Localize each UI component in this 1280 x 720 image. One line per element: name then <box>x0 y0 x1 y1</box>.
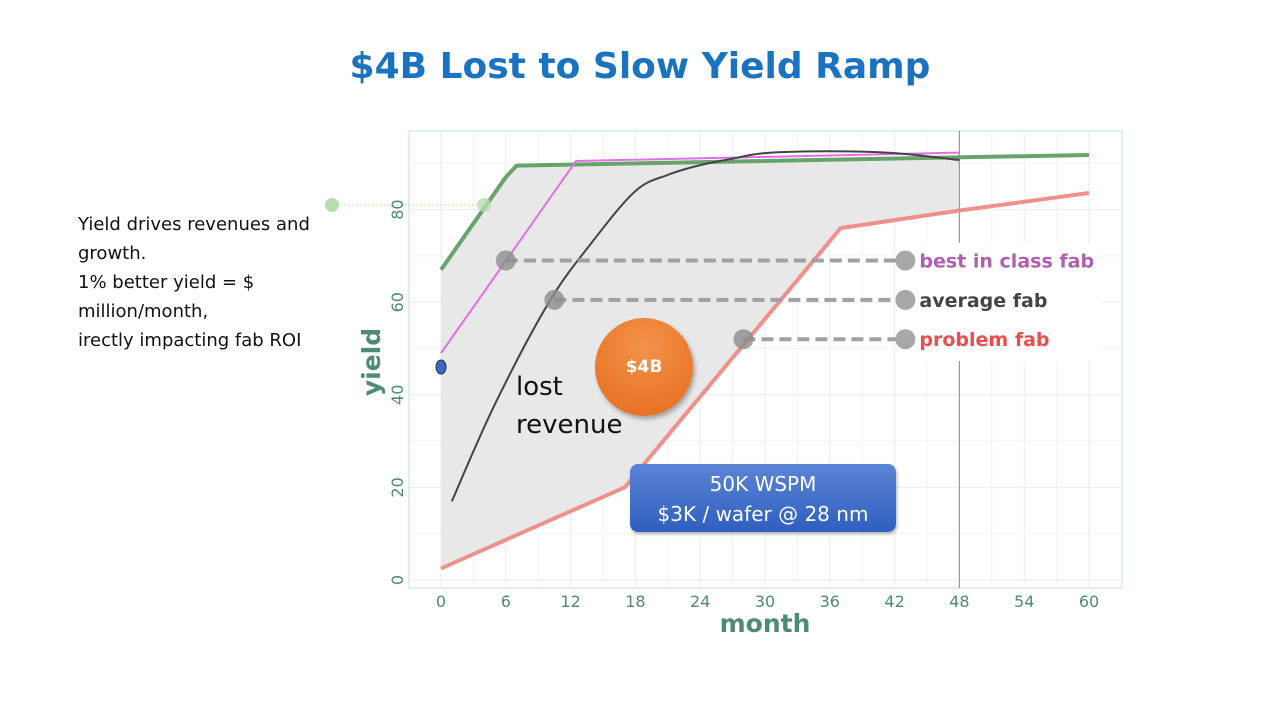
lost-revenue-line: revenue <box>516 410 623 440</box>
x-tick-label: 60 <box>1079 592 1099 611</box>
problem-fab-line <box>440 190 1090 571</box>
callout-line: 50K WSPM <box>709 472 817 496</box>
legend-dot <box>895 289 916 310</box>
curve-marker-dot <box>495 250 516 271</box>
x-tick-label: 36 <box>820 592 840 611</box>
x-tick-label: 12 <box>560 592 580 611</box>
side-text-line: Yield drives revenues and <box>78 214 310 235</box>
legend-label: average fab <box>919 290 1047 312</box>
side-text-line: irectly impacting fab ROI <box>78 330 302 351</box>
x-tick-label: 48 <box>949 592 969 611</box>
y-tick-label: 80 <box>388 199 407 219</box>
x-tick-label: 54 <box>1014 592 1034 611</box>
start-point-dot <box>435 359 447 375</box>
average-fab-line <box>450 150 960 502</box>
x-tick-label: 30 <box>755 592 775 611</box>
legend-dot <box>895 250 916 271</box>
best-in-class-line <box>439 152 1090 271</box>
lost-revenue-line: lost <box>516 372 563 402</box>
y-tick-label: 20 <box>388 477 407 497</box>
connector-dot <box>325 197 339 212</box>
legend-label: best in class fab <box>919 251 1094 273</box>
side-text-line: million/month, <box>78 301 209 322</box>
legend-background <box>895 243 1100 361</box>
legend-dot <box>895 329 916 350</box>
x-tick-label: 18 <box>625 592 645 611</box>
y-tick-label: 60 <box>388 292 407 312</box>
y-tick-label: 40 <box>388 385 407 405</box>
slide-title: $4B Lost to Slow Yield Ramp <box>349 46 931 87</box>
highlight-dot <box>477 197 492 212</box>
fab-assumptions-callout: 50K WSPM $3K / wafer @ 28 nm <box>630 464 896 532</box>
y-tick-label: 0 <box>388 575 407 585</box>
best-in-class-ideal-line <box>440 151 960 354</box>
y-axis-label: yield <box>357 328 386 396</box>
x-tick-label: 0 <box>436 592 446 611</box>
side-text-line: growth. <box>78 243 147 264</box>
x-axis-label: month <box>720 609 811 638</box>
lost-value-bubble: $4B <box>595 318 693 416</box>
callout-line: $3K / wafer @ 28 nm <box>657 502 869 526</box>
side-text-line: 1% better yield = $ <box>78 272 255 293</box>
legend-label: problem fab <box>919 329 1049 351</box>
x-tick-label: 6 <box>501 592 511 611</box>
x-tick-label: 42 <box>884 592 904 611</box>
lost-revenue-label: lost revenue <box>516 368 622 444</box>
curve-marker-dot <box>544 289 565 310</box>
x-tick-label: 24 <box>690 592 710 611</box>
side-text: Yield drives revenues and growth. 1% bet… <box>78 210 348 355</box>
curve-marker-dot <box>733 329 754 350</box>
